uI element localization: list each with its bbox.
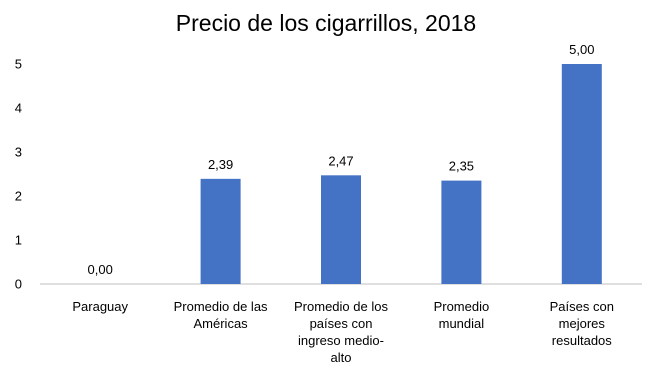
category-label: Promedio de los países con ingreso medio-a… — [294, 299, 388, 365]
y-tick-label: 2 — [15, 189, 22, 204]
y-tick-label: 1 — [15, 233, 22, 248]
category-label: Paraguay — [72, 299, 128, 314]
data-label: 2,47 — [328, 153, 353, 168]
y-tick-label: 5 — [15, 57, 22, 72]
data-label: 2,35 — [449, 159, 474, 174]
bar — [561, 64, 602, 284]
bars — [200, 64, 602, 284]
bar — [321, 175, 361, 284]
category-label: Promedio de las Américas — [174, 299, 268, 331]
category-label: Países con mejores resultados — [550, 299, 614, 348]
chart-title: Precio de los cigarrillos, 2018 — [176, 10, 476, 36]
data-label: 5,00 — [569, 42, 594, 57]
bar — [200, 178, 241, 284]
y-tick-label: 4 — [15, 101, 22, 116]
data-labels: 0,00 2,39 2,47 2,35 5,00 — [88, 42, 595, 277]
y-tick-label: 3 — [15, 145, 22, 160]
y-tick-label: 0 — [15, 277, 22, 292]
data-label: 2,39 — [208, 157, 233, 172]
data-label: 0,00 — [88, 262, 113, 277]
y-axis-ticks: 0 1 2 3 4 5 — [15, 57, 22, 292]
bar — [441, 180, 482, 284]
category-label: Promedio mundial — [434, 299, 490, 331]
category-labels: Paraguay Promedio de las Américas Promedio … — [72, 299, 614, 365]
